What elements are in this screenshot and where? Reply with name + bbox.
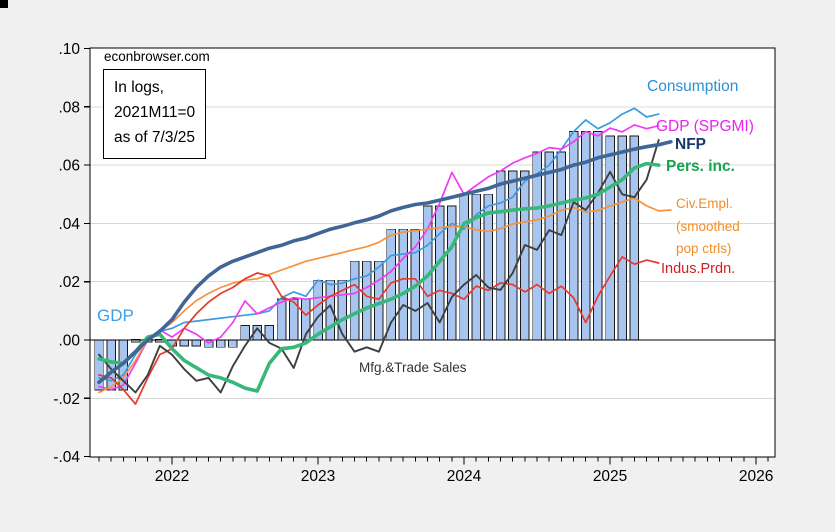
label-indus-prdn: Indus.Prdn. [661, 261, 736, 277]
corner-artifact [0, 0, 8, 8]
note-line-1: In logs, [114, 79, 164, 96]
label-gdp-bars: GDP [97, 306, 134, 325]
label-consumption: Consumption [647, 78, 739, 95]
label-pers-inc: Pers. inc. [666, 158, 735, 175]
svg-text:.04: .04 [58, 216, 80, 233]
svg-text:2022: 2022 [155, 468, 189, 485]
label-civ-empl-line-1: Civ.Empl. [676, 196, 733, 211]
svg-text:.06: .06 [58, 158, 80, 175]
note-line-3: as of 7/3/25 [114, 128, 196, 146]
note-box: In logs, 2021M11=0 as of 7/3/25 [103, 69, 207, 160]
label-gdp-spgmi: GDP (SPGMI) [656, 118, 754, 135]
label-mfg-trade: Mfg.&Trade Sales [359, 360, 467, 375]
svg-text:2024: 2024 [447, 468, 482, 485]
svg-text:2025: 2025 [593, 468, 627, 485]
note-line-2: 2021M11=0 [114, 103, 196, 121]
svg-text:-.04: -.04 [53, 449, 80, 466]
svg-text:.08: .08 [58, 99, 80, 116]
svg-text:2023: 2023 [301, 468, 335, 485]
label-civ-empl-line-2: (smoothed [676, 218, 740, 234]
svg-text:.02: .02 [58, 274, 80, 291]
label-civ-empl: Civ.Empl. (smoothed pop ctrls) [676, 193, 740, 261]
svg-text:-.02: -.02 [53, 391, 80, 408]
svg-text:.00: .00 [58, 333, 80, 350]
watermark: econbrowser.com [104, 49, 210, 64]
label-civ-empl-line-3: pop ctrls) [676, 241, 732, 256]
svg-text:.10: .10 [58, 41, 80, 58]
label-nfp: NFP [675, 136, 706, 153]
svg-text:2026: 2026 [739, 468, 773, 485]
